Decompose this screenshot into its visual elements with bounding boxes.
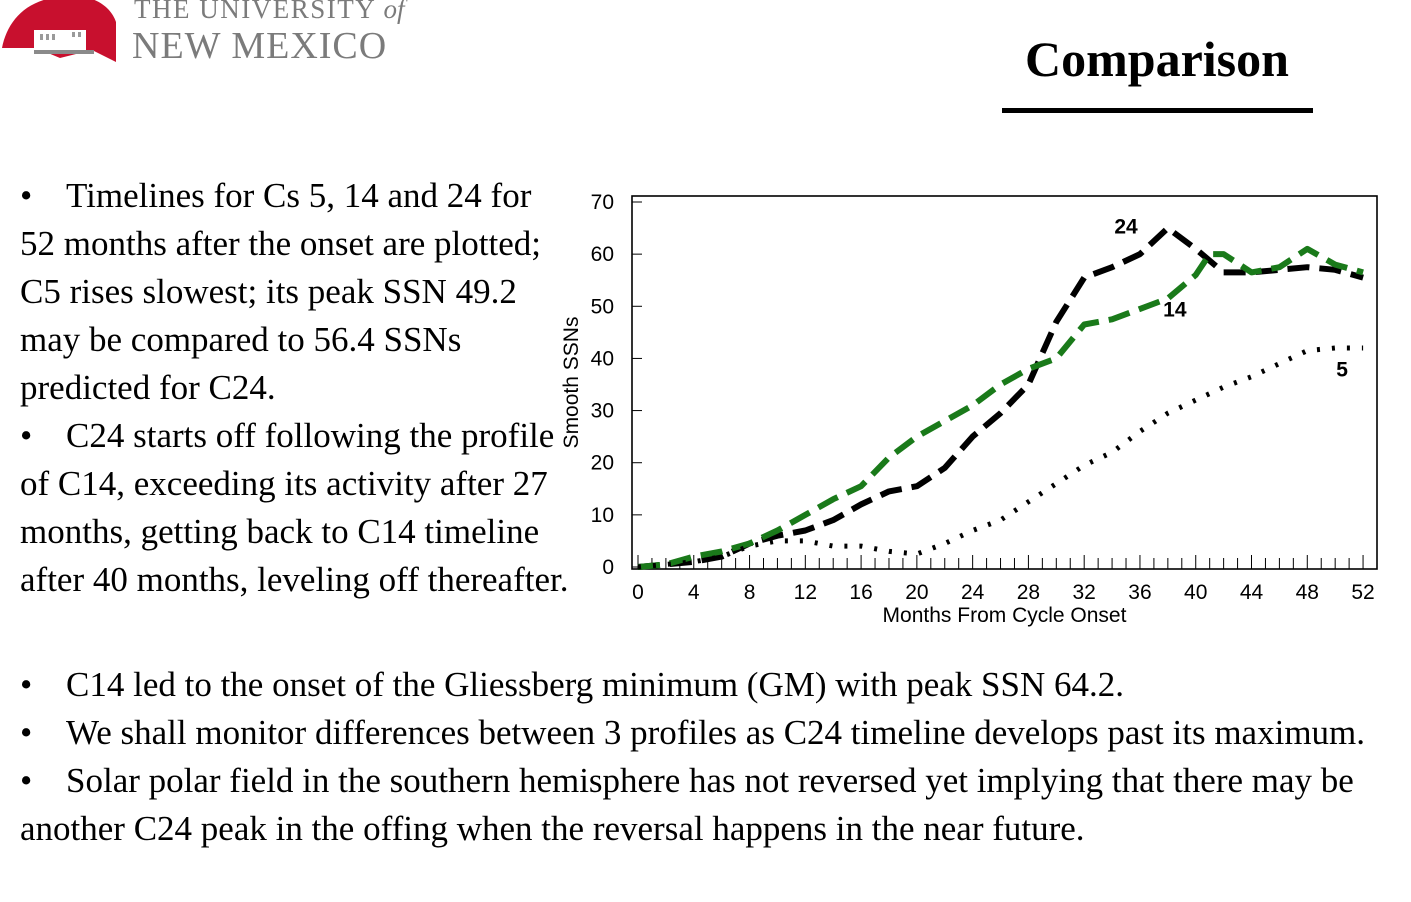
- bullet-item: • We shall monitor differences between 3 …: [20, 709, 1411, 757]
- bullet-text: Solar polar field in the southern hemisp…: [20, 761, 1354, 848]
- x-tick-label: 20: [905, 581, 928, 604]
- x-tick-label: 40: [1184, 581, 1207, 604]
- ssn-comparison-chart: 0 4 8 12 16 20 24 28 32 36 40 44 48 52 0 10 20 30 40 50 60 70…: [555, 180, 1395, 640]
- series-label-24: 24: [1114, 215, 1138, 238]
- x-tick-label: 4: [688, 581, 700, 604]
- bullet-dot-icon: •: [20, 761, 33, 800]
- slide-title: Comparison: [1025, 31, 1289, 87]
- bullet-list-left: • Timelines for Cs 5, 14 and 24 for 52 mo…: [20, 172, 570, 604]
- x-axis-label: Months From Cycle Onset: [883, 604, 1127, 627]
- bullet-item: • Solar polar field in the southern hemis…: [20, 757, 1411, 853]
- bullet-text: C24 starts off following the profile of …: [20, 416, 569, 599]
- series-line-14: [637, 245, 1364, 570]
- plot-frame: [631, 195, 1378, 570]
- y-tick-label: 70: [591, 191, 614, 214]
- series-line-24: [637, 225, 1364, 570]
- bullet-dot-icon: •: [20, 416, 33, 455]
- x-tick-label: 24: [961, 581, 985, 604]
- bullet-text: We shall monitor differences between 3 p…: [66, 713, 1366, 752]
- series-label-14: 14: [1163, 299, 1187, 322]
- y-tick-label: 0: [602, 556, 614, 579]
- bullet-text: Timelines for Cs 5, 14 and 24 for 52 mon…: [20, 176, 541, 407]
- bullet-text: C14 led to the onset of the Gliessberg m…: [66, 665, 1125, 704]
- x-tick-label: 0: [632, 581, 644, 604]
- bullet-dot-icon: •: [20, 665, 33, 704]
- x-tick-label: 28: [1017, 581, 1040, 604]
- chart-svg: 0 4 8 12 16 20 24 28 32 36 40 44 48 52010203040506070…: [560, 191, 1378, 627]
- y-tick-label: 60: [591, 243, 614, 266]
- title-underline: [1002, 108, 1313, 113]
- logo-text-university: THE UNIVERSITY of: [134, 0, 405, 24]
- y-tick-label: 50: [591, 295, 614, 318]
- bullet-item: • Timelines for Cs 5, 14 and 24 for 52 mo…: [20, 172, 570, 412]
- x-tick-label: 32: [1073, 581, 1096, 604]
- x-tick-label: 44: [1240, 581, 1264, 604]
- bullet-dot-icon: •: [20, 713, 33, 752]
- x-tick-label: 16: [849, 581, 872, 604]
- y-tick-label: 40: [591, 347, 614, 370]
- bullet-list-bottom: • C14 led to the onset of the Gliessberg …: [20, 661, 1411, 853]
- unm-seal-icon: [2, 0, 116, 62]
- university-logo: THE UNIVERSITY of NEW MEXICO: [0, 0, 430, 70]
- y-tick-label: 10: [591, 504, 614, 527]
- x-tick-label: 8: [744, 581, 756, 604]
- y-axis-label: Smooth SSNs: [560, 317, 583, 449]
- x-tick-label: 36: [1128, 581, 1151, 604]
- y-tick-label: 30: [591, 400, 614, 423]
- series-line-5: [637, 345, 1364, 570]
- x-tick-label: 12: [794, 581, 817, 604]
- logo-text-new-mexico: NEW MEXICO: [132, 25, 388, 67]
- bullet-item: • C14 led to the onset of the Gliessberg …: [20, 661, 1411, 709]
- bullet-item: • C24 starts off following the profile of…: [20, 412, 570, 604]
- series-label-5: 5: [1336, 359, 1348, 382]
- x-tick-label: 48: [1296, 581, 1319, 604]
- x-tick-label: 52: [1351, 581, 1374, 604]
- y-tick-label: 20: [591, 452, 614, 475]
- bullet-dot-icon: •: [20, 176, 33, 215]
